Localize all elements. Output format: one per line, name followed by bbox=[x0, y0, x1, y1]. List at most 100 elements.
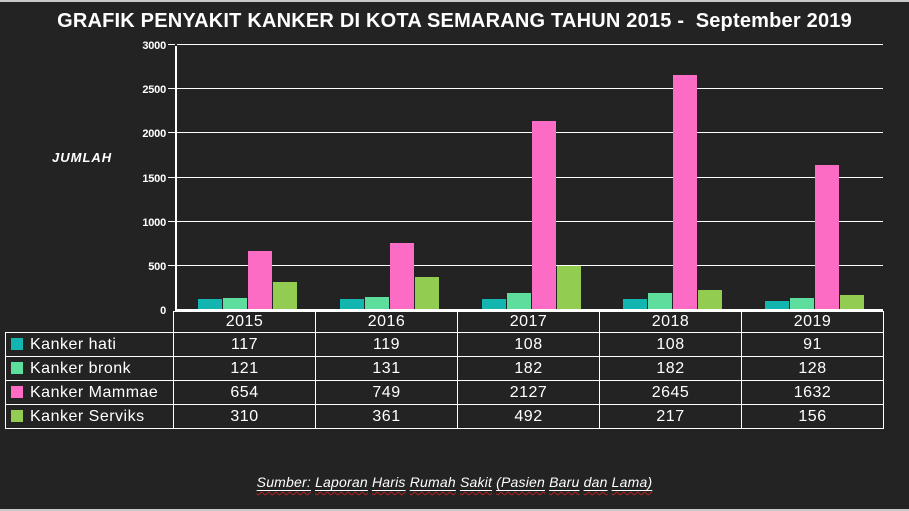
row-label-kanker-bronk: Kanker bronk bbox=[5, 356, 174, 381]
gridline-3000 bbox=[177, 44, 883, 45]
year-header-2015: 2015 bbox=[173, 311, 316, 333]
year-header-2019: 2019 bbox=[741, 311, 884, 333]
bar-kanker-hati-2018 bbox=[623, 299, 648, 309]
table-row-kanker-bronk: Kanker bronk 121 131 182 182 128 bbox=[5, 356, 884, 381]
gridline-1000 bbox=[177, 220, 883, 222]
cell-kanker-bronk-2017: 182 bbox=[457, 356, 600, 381]
row-label-kanker-mammae: Kanker Mammae bbox=[5, 380, 174, 405]
bar-kanker-mammae-2018 bbox=[673, 75, 698, 309]
footer-word: Sakit bbox=[460, 474, 492, 490]
footer-word: Baru bbox=[549, 474, 579, 490]
gridline-1500 bbox=[177, 176, 883, 178]
footer-word: dan bbox=[584, 474, 608, 490]
footer-word: Sumber: bbox=[257, 474, 311, 490]
cell-kanker-bronk-2016: 131 bbox=[315, 356, 458, 381]
slide-top-edge bbox=[0, 0, 909, 2]
slide-bottom-edge bbox=[0, 509, 909, 511]
footer-word-text: Sumber: bbox=[256, 474, 311, 490]
table-row-kanker-serviks: Kanker Serviks 310 361 492 217 156 bbox=[5, 404, 884, 429]
footer-word-text: (Pasien bbox=[496, 474, 546, 490]
footer-word: Haris bbox=[372, 474, 406, 490]
footer-word-text: Laporan bbox=[315, 474, 368, 490]
bar-kanker-serviks-2018 bbox=[698, 289, 723, 309]
series-name-kanker-hati: Kanker hati bbox=[30, 335, 117, 353]
y-tick-label-0: 0 bbox=[160, 305, 166, 317]
axis-tick-2500 bbox=[168, 88, 175, 90]
table-row-kanker-hati: Kanker hati 117 119 108 108 91 bbox=[5, 332, 884, 357]
cell-kanker-mammae-2018: 2645 bbox=[599, 380, 742, 405]
bar-kanker-mammae-2017 bbox=[531, 121, 556, 309]
table-corner-cell bbox=[6, 312, 174, 333]
cell-kanker-hati-2018: 108 bbox=[599, 332, 742, 357]
footer-word: Laporan bbox=[315, 474, 368, 490]
data-table: 2015 2016 2017 2018 2019 Kanker hati 117 119 108… bbox=[5, 311, 884, 429]
axis-tick-2000 bbox=[168, 132, 175, 134]
cell-kanker-hati-2019: 91 bbox=[741, 332, 884, 357]
cell-kanker-mammae-2015: 654 bbox=[173, 380, 316, 405]
bar-kanker-hati-2019 bbox=[764, 300, 789, 309]
y-tick-label-1000: 1000 bbox=[142, 216, 166, 229]
axis-tick-500 bbox=[168, 264, 175, 266]
bar-kanker-bronk-2015 bbox=[223, 298, 248, 309]
legend-swatch-kanker-serviks bbox=[11, 409, 23, 422]
cell-kanker-serviks-2016: 361 bbox=[315, 404, 458, 429]
year-header-2016: 2016 bbox=[315, 311, 458, 333]
bar-kanker-serviks-2016 bbox=[414, 277, 439, 309]
gridline-2000 bbox=[177, 132, 883, 134]
y-tick-label-1500: 1500 bbox=[142, 172, 166, 185]
bar-kanker-serviks-2015 bbox=[273, 281, 298, 309]
y-tick-label-3000: 3000 bbox=[142, 40, 166, 52]
footer-word-text: Rumah bbox=[409, 474, 456, 490]
cell-kanker-mammae-2016: 749 bbox=[315, 380, 458, 405]
bar-kanker-hati-2017 bbox=[481, 299, 506, 309]
cell-kanker-bronk-2018: 182 bbox=[599, 356, 742, 381]
axis-tick-1500 bbox=[168, 176, 175, 178]
bar-kanker-mammae-2016 bbox=[389, 242, 414, 309]
cell-kanker-bronk-2019: 128 bbox=[741, 356, 884, 381]
bar-kanker-bronk-2016 bbox=[364, 297, 389, 309]
source-note: Sumber: Laporan Haris Rumah Sakit (Pasie… bbox=[0, 474, 909, 490]
legend-swatch-kanker-bronk bbox=[11, 361, 23, 374]
axis-tick-1000 bbox=[168, 220, 175, 222]
cell-kanker-serviks-2015: 310 bbox=[173, 404, 316, 429]
row-label-kanker-hati: Kanker hati bbox=[5, 332, 174, 357]
legend-swatch-kanker-mammae bbox=[11, 385, 23, 398]
table-header-row: 2015 2016 2017 2018 2019 bbox=[6, 311, 884, 333]
y-axis-label: JUMLAH bbox=[52, 150, 113, 165]
bar-kanker-bronk-2018 bbox=[648, 292, 673, 309]
bar-kanker-bronk-2019 bbox=[789, 297, 814, 309]
gridline-2500 bbox=[177, 88, 883, 90]
row-label-kanker-serviks: Kanker Serviks bbox=[5, 404, 174, 429]
table-row-kanker-mammae: Kanker Mammae 654 749 2127 2645 1632 bbox=[5, 380, 884, 405]
cell-kanker-mammae-2017: 2127 bbox=[457, 380, 600, 405]
year-header-2017: 2017 bbox=[457, 311, 600, 333]
bar-kanker-hati-2016 bbox=[339, 298, 364, 309]
year-header-2018: 2018 bbox=[599, 311, 742, 333]
bar-kanker-mammae-2015 bbox=[248, 251, 273, 309]
bar-kanker-hati-2015 bbox=[198, 298, 223, 309]
cell-kanker-serviks-2019: 156 bbox=[741, 404, 884, 429]
footer-word-text: Lama) bbox=[611, 474, 653, 490]
bar-kanker-serviks-2019 bbox=[839, 295, 864, 309]
footer-word-text: Sakit bbox=[459, 474, 493, 490]
cell-kanker-mammae-2019: 1632 bbox=[741, 380, 884, 405]
footer-word: Lama) bbox=[612, 474, 653, 490]
cell-kanker-serviks-2018: 217 bbox=[599, 404, 742, 429]
y-axis-tick-labels: 0 500 1000 1500 2000 2500 3000 bbox=[110, 40, 166, 317]
chart-title: GRAFIK PENYAKIT KANKER DI KOTA SEMARANG … bbox=[57, 10, 852, 32]
series-name-kanker-serviks: Kanker Serviks bbox=[30, 407, 145, 425]
cell-kanker-bronk-2015: 121 bbox=[173, 356, 316, 381]
y-tick-label-2000: 2000 bbox=[142, 128, 166, 141]
plot-area bbox=[168, 44, 883, 311]
footer-word: Rumah bbox=[410, 474, 456, 490]
footer-word: (Pasien bbox=[496, 474, 545, 490]
y-tick-label-2500: 2500 bbox=[142, 84, 166, 97]
cell-kanker-hati-2017: 108 bbox=[457, 332, 600, 357]
footer-word-text: Baru bbox=[549, 474, 580, 490]
bar-kanker-serviks-2017 bbox=[556, 265, 581, 309]
cell-kanker-hati-2015: 117 bbox=[173, 332, 316, 357]
legend-swatch-kanker-hati bbox=[11, 337, 23, 350]
series-name-kanker-bronk: Kanker bronk bbox=[30, 359, 132, 377]
y-tick-label-500: 500 bbox=[148, 260, 166, 273]
footer-word-text: dan bbox=[583, 474, 608, 490]
